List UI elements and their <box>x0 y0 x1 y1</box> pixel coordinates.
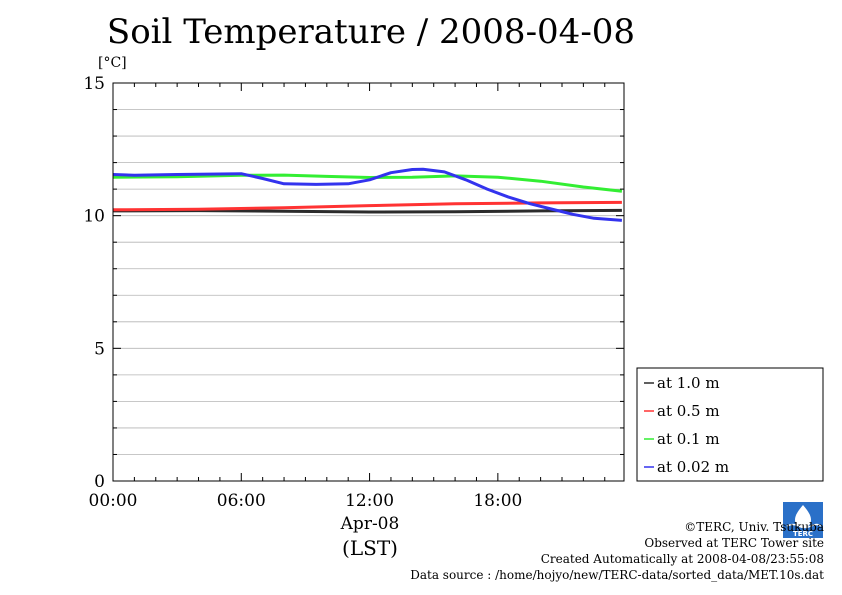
credit-created: Created Automatically at 2008-04-08/23:5… <box>540 552 824 566</box>
credit-copyright: ©TERC, Univ. Tsukuba <box>684 520 824 534</box>
series-line-2 <box>112 173 623 193</box>
y-tick-label: 0 <box>94 472 105 492</box>
x-axis-timezone-label: (LST) <box>342 536 398 560</box>
y-tick-label: 15 <box>83 74 105 94</box>
credits-block: ©TERC, Univ. Tsukuba Observed at TERC To… <box>410 519 824 583</box>
legend-label: at 0.1 m <box>657 430 720 448</box>
y-axis-unit-label: [°C] <box>98 55 127 71</box>
y-tick-label: 5 <box>94 339 105 359</box>
logo-text: TERC <box>793 530 813 538</box>
x-axis-date-label: Apr-08 <box>340 514 400 534</box>
series-line-1 <box>112 200 622 212</box>
chart-title: Soil Temperature / 2008-04-08 <box>106 12 636 52</box>
legend-label: at 0.02 m <box>657 458 729 476</box>
series-layer <box>112 167 623 222</box>
x-tick-label: 00:00 <box>89 491 138 511</box>
legend-label: at 1.0 m <box>657 374 720 392</box>
y-tick-label: 10 <box>83 207 105 227</box>
x-tick-label: 18:00 <box>473 491 522 511</box>
axis-layer: 0 5 10 15 00:00 06:00 12:00 18:00 <box>83 74 624 511</box>
credit-source: Data source : /home/hojyo/new/TERC-data/… <box>410 568 824 582</box>
legend-label: at 0.5 m <box>657 402 720 420</box>
legend: at 1.0 m at 0.5 m at 0.1 m at 0.02 m <box>636 367 824 482</box>
plot-frame <box>112 82 625 482</box>
grid-layer <box>113 109 624 455</box>
x-tick-label: 12:00 <box>345 491 394 511</box>
terc-logo-icon: TERC <box>783 502 823 538</box>
legend-box <box>636 367 824 482</box>
series-line-3 <box>112 167 623 222</box>
x-tick-label: 06:00 <box>217 491 266 511</box>
credit-site: Observed at TERC Tower site <box>644 536 824 550</box>
